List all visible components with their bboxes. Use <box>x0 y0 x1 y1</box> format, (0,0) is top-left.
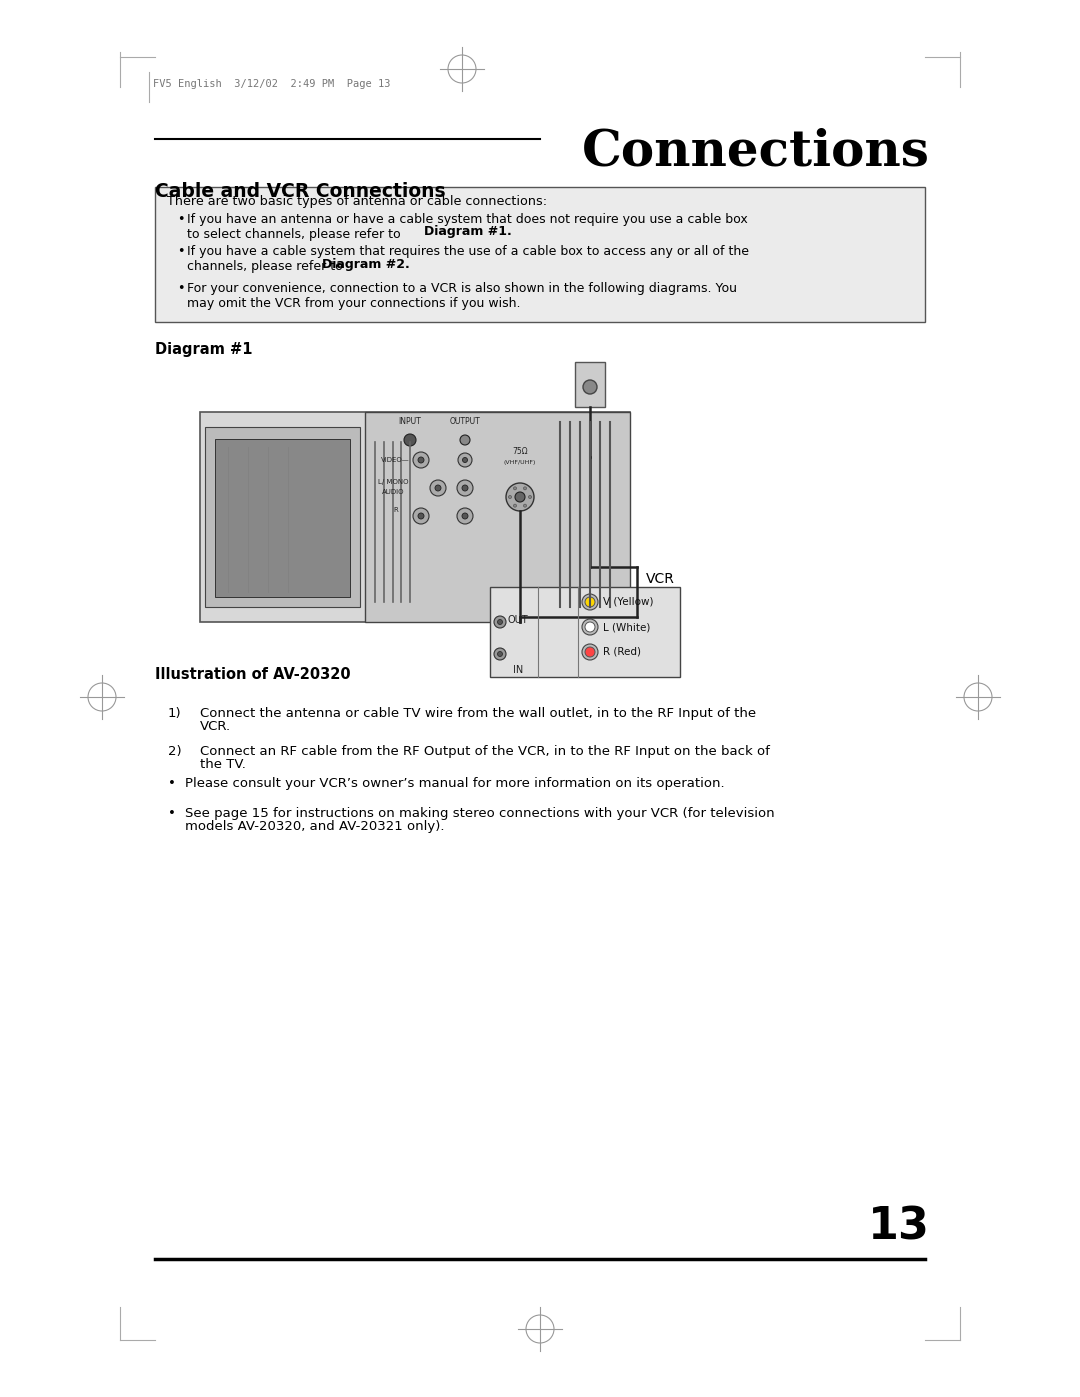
Circle shape <box>413 509 429 524</box>
Text: There are two basic types of antenna or cable connections:: There are two basic types of antenna or … <box>167 196 548 208</box>
Text: Connections: Connections <box>582 127 930 176</box>
Text: IN: IN <box>513 665 523 675</box>
Circle shape <box>498 619 502 624</box>
Text: L/ MONO: L/ MONO <box>378 479 408 485</box>
Text: VCR.: VCR. <box>200 719 231 733</box>
Circle shape <box>582 644 598 659</box>
Text: Diagram #1.: Diagram #1. <box>424 225 512 239</box>
Text: 1): 1) <box>168 707 181 719</box>
Text: Please consult your VCR’s owner’s manual for more information on its operation.: Please consult your VCR’s owner’s manual… <box>185 777 725 789</box>
Circle shape <box>524 504 527 507</box>
Text: See page 15 for instructions on making stereo connections with your VCR (for tel: See page 15 for instructions on making s… <box>185 807 774 820</box>
Text: VCR: VCR <box>646 571 675 585</box>
Text: For your convenience, connection to a VCR is also shown in the following diagram: For your convenience, connection to a VC… <box>187 282 737 310</box>
Text: AUDIO: AUDIO <box>381 489 404 495</box>
Text: 75Ω: 75Ω <box>512 447 528 455</box>
Circle shape <box>430 481 446 496</box>
Circle shape <box>435 485 441 490</box>
Text: R: R <box>393 507 397 513</box>
Text: Diagram #2.: Diagram #2. <box>322 258 409 271</box>
Circle shape <box>462 457 468 462</box>
Text: VIDEO—: VIDEO— <box>380 457 409 462</box>
Circle shape <box>513 504 516 507</box>
Text: •: • <box>168 777 176 789</box>
Circle shape <box>583 380 597 394</box>
Text: •: • <box>177 212 185 226</box>
Text: Diagram #1: Diagram #1 <box>156 342 253 358</box>
Text: Connect the antenna or cable TV wire from the wall outlet, in to the RF Input of: Connect the antenna or cable TV wire fro… <box>200 707 756 719</box>
Text: Connect an RF cable from the RF Output of the VCR, in to the RF Input on the bac: Connect an RF cable from the RF Output o… <box>200 745 770 759</box>
FancyBboxPatch shape <box>200 412 630 622</box>
Text: the TV.: the TV. <box>200 759 246 771</box>
Text: L (White): L (White) <box>603 622 650 631</box>
Circle shape <box>524 486 527 490</box>
Text: INPUT: INPUT <box>399 416 421 426</box>
Circle shape <box>585 647 595 657</box>
Text: •: • <box>177 244 185 258</box>
Text: 13: 13 <box>868 1206 930 1249</box>
Circle shape <box>462 513 468 520</box>
Text: Cable and VCR Connections: Cable and VCR Connections <box>156 182 446 201</box>
Circle shape <box>585 597 595 608</box>
Text: (VHF/UHF): (VHF/UHF) <box>503 460 536 465</box>
Bar <box>215 439 350 597</box>
Text: 2): 2) <box>168 745 181 759</box>
Text: •: • <box>168 807 176 820</box>
Circle shape <box>515 492 525 502</box>
Text: FV5 English  3/12/02  2:49 PM  Page 13: FV5 English 3/12/02 2:49 PM Page 13 <box>153 80 391 89</box>
Circle shape <box>413 453 429 468</box>
Circle shape <box>513 486 516 490</box>
Text: Illustration of AV-20320: Illustration of AV-20320 <box>156 666 351 682</box>
Circle shape <box>457 509 473 524</box>
FancyBboxPatch shape <box>156 187 924 321</box>
Text: R (Red): R (Red) <box>603 647 642 657</box>
Text: OUTPUT: OUTPUT <box>449 416 481 426</box>
Circle shape <box>418 513 424 520</box>
Circle shape <box>528 496 531 499</box>
Circle shape <box>507 483 534 511</box>
Text: V (Yellow): V (Yellow) <box>603 597 653 608</box>
Circle shape <box>494 616 507 629</box>
Circle shape <box>462 485 468 490</box>
Circle shape <box>418 457 424 462</box>
Circle shape <box>582 619 598 636</box>
Text: If you have a cable system that requires the use of a cable box to access any or: If you have a cable system that requires… <box>187 244 750 272</box>
Bar <box>490 587 680 678</box>
Bar <box>205 427 360 608</box>
Circle shape <box>460 434 470 446</box>
Text: OUT: OUT <box>508 615 528 624</box>
Circle shape <box>457 481 473 496</box>
Circle shape <box>404 434 416 446</box>
Text: models AV-20320, and AV-20321 only).: models AV-20320, and AV-20321 only). <box>185 820 445 833</box>
Text: If you have an antenna or have a cable system that does not require you use a ca: If you have an antenna or have a cable s… <box>187 212 747 242</box>
Circle shape <box>498 651 502 657</box>
Text: •: • <box>177 282 185 295</box>
Circle shape <box>582 594 598 610</box>
Circle shape <box>509 496 512 499</box>
Bar <box>365 412 630 622</box>
Circle shape <box>458 453 472 467</box>
Bar <box>575 362 605 407</box>
Circle shape <box>585 622 595 631</box>
Circle shape <box>494 648 507 659</box>
